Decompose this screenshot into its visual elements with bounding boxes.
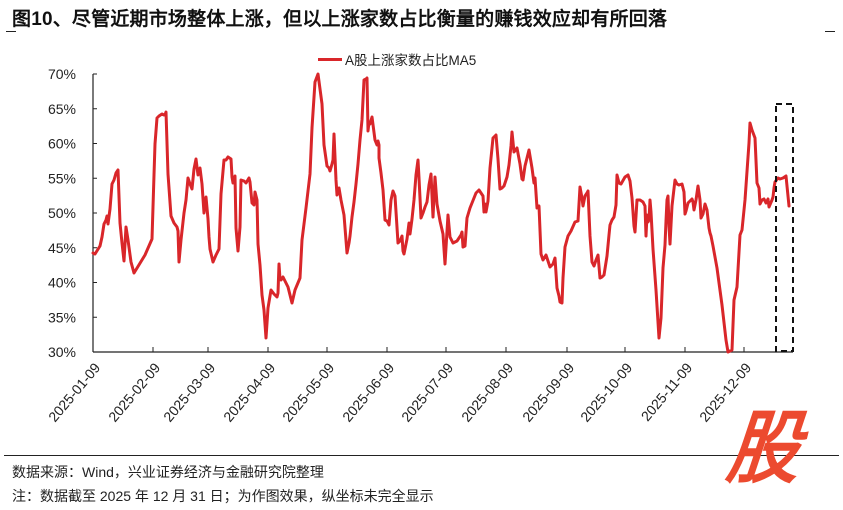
y-tick-label: 40% [48,275,76,291]
y-tick-label: 70% [48,66,76,82]
chart-title: 图10、尽管近期市场整体上涨，但以上涨家数占比衡量的赚钱效应却有所回落 [12,9,668,30]
highlight-dashed-box [775,103,794,352]
x-tick-label: 2025-05-09 [279,359,337,424]
line-chart: 30%35%40%45%50%55%60%65%70% 2025-01-09 20… [45,66,794,425]
y-tick-label: 65% [48,101,76,117]
x-tick-label: 2025-06-09 [339,359,397,424]
y-tick-label: 35% [48,309,76,325]
legend-swatch [318,57,342,61]
y-tick-label: 50% [48,205,76,221]
series-line [91,72,791,354]
x-tick-label: 2025-10-09 [577,359,635,424]
title-rule-right [825,31,835,32]
watermark-logo: 股 [723,401,805,495]
footnote: 注：数据截至 2025 年 12 月 31 日；为作图效果，纵坐标未完全显示 [12,488,434,504]
x-tick-label: 2025-01-09 [45,359,103,424]
legend-label: A股上涨家数占比MA5 [345,53,477,68]
y-tick-label: 55% [48,170,76,186]
footer-rule [4,455,839,456]
y-tick-label: 30% [48,344,76,360]
x-tick-label: 2025-07-09 [398,359,456,424]
x-tick-label: 2025-09-09 [519,359,577,424]
y-tick-label: 60% [48,136,76,152]
x-tick-label: 2025-02-09 [105,359,163,424]
x-tick-label: 2025-03-09 [160,359,218,424]
y-tick-label: 45% [48,240,76,256]
data-source: 数据来源：Wind，兴业证券经济与金融研究院整理 [12,464,324,480]
title-rule-left [6,31,16,32]
y-axis: 30% 35% 40% 45% 50% 55% 60% 65% 70% [48,66,97,360]
x-tick-label: 2025-04-09 [220,359,278,424]
x-tick-label: 2025-08-09 [458,359,516,424]
legend: A股上涨家数占比MA5 [318,49,476,69]
x-tick-label: 2025-11-09 [638,359,696,424]
